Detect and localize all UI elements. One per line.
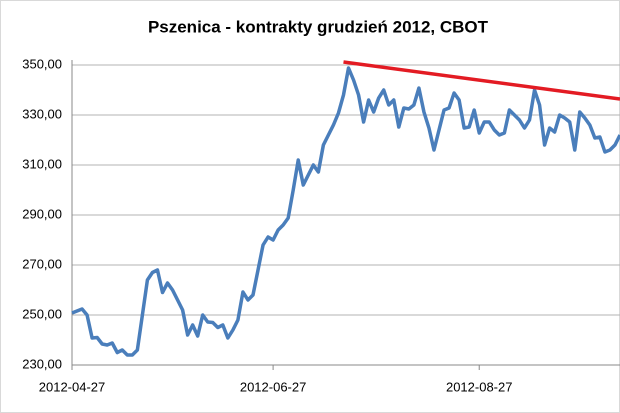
data-line	[71, 66, 620, 357]
y-tick-label: 310,00	[22, 156, 62, 171]
chart-title: Pszenica - kontrakty grudzień 2012, CBOT	[148, 17, 489, 36]
y-tick-label: 250,00	[22, 306, 62, 321]
x-tick-label: 2012-06-27	[240, 379, 307, 394]
x-tick-label: 2012-08-27	[446, 379, 513, 394]
y-tick-label: 330,00	[22, 106, 62, 121]
x-tick-label: 2012-04-27	[39, 379, 106, 394]
y-tick-label: 350,00	[22, 56, 62, 71]
y-tick-label: 290,00	[22, 206, 62, 221]
trend-line	[343, 60, 620, 101]
y-tick-label: 230,00	[22, 356, 62, 371]
y-tick-label: 270,00	[22, 256, 62, 271]
